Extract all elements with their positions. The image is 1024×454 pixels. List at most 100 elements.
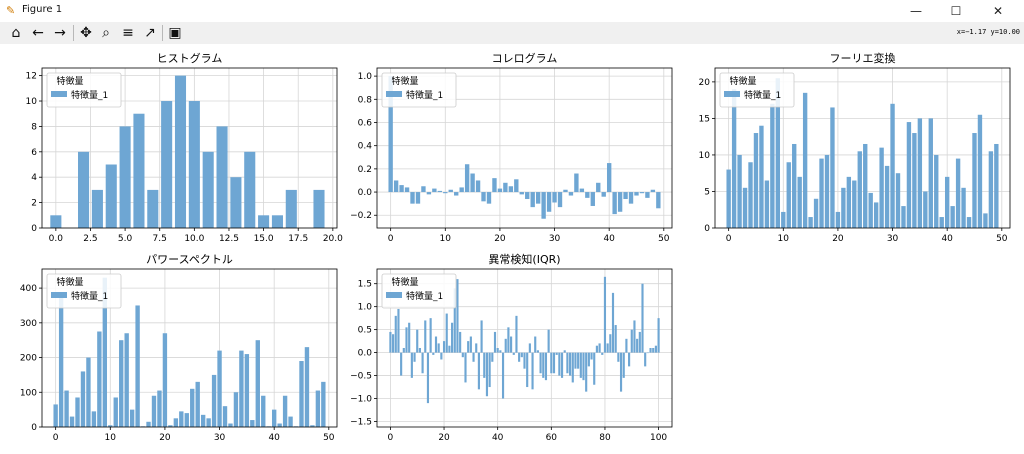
bar [255,340,260,427]
app-icon: ✎ [6,4,16,17]
bar [606,343,609,353]
bar [623,192,628,200]
bar [574,352,577,369]
toolbar-separator [73,25,74,41]
bar [558,352,561,376]
bar [271,215,283,228]
bar [519,192,524,195]
bar [759,125,764,228]
bar [233,392,239,427]
x-tick-label: 80 [599,433,611,443]
toolbar-separator [162,25,163,41]
bar [619,352,623,392]
x-tick-label: 40 [941,234,953,244]
bar [585,192,590,198]
forward-arrow-icon[interactable]: → [54,25,66,41]
bar [939,217,944,228]
x-tick-label: 40 [603,234,615,244]
bar [650,189,656,193]
bar [432,188,437,193]
bar [230,177,242,228]
back-arrow-icon[interactable]: ← [32,25,44,41]
bar [459,331,462,353]
pan-icon[interactable]: ✥ [80,25,92,41]
bar [392,334,395,353]
save-icon[interactable]: ▣ [168,25,182,41]
subplots-icon[interactable]: ≡ [122,25,134,41]
legend-box [381,273,457,309]
bar [413,352,416,362]
bar [250,420,255,427]
home-icon[interactable]: ⌂ [11,25,21,41]
bar [285,189,297,228]
axes-frame [714,67,1011,229]
x-tick-label: 0 [726,234,732,244]
bar [792,143,797,228]
bar [563,350,566,353]
bar [593,352,596,385]
close-button[interactable]: ✕ [992,4,1004,18]
y-tick-label: 0.8 [358,95,373,105]
bar [58,295,64,427]
bar [552,352,556,374]
bar [654,345,657,353]
bar [119,126,131,228]
bar [542,352,545,378]
bar [173,418,179,427]
bar [467,341,470,353]
x-tick-label: 17.5 [288,234,308,244]
bar [906,122,912,228]
bar [571,352,574,383]
bar [612,192,617,215]
bar [656,192,661,209]
bar [775,78,781,229]
maximize-button[interactable]: ☐ [950,4,962,18]
bar [190,388,195,427]
bar [928,118,933,228]
bar [432,352,435,355]
y-tick-label: −1.5 [350,417,372,427]
x-tick-label: 50 [658,234,670,244]
bar [168,425,173,427]
y-tick-label: 200 [20,354,37,364]
y-tick-label: 6 [31,148,37,158]
y-tick-label: 15 [699,114,710,124]
bar [299,361,304,427]
bar [469,336,472,353]
y-tick-label: 8 [31,122,37,132]
edit-axis-icon[interactable]: ↗ [144,25,156,41]
x-tick-label: 20 [832,234,844,244]
bar [86,357,91,427]
bar [202,151,214,228]
bar [641,283,644,353]
axes-frame [41,67,338,229]
bar [486,192,492,204]
bar [797,176,802,228]
bar [569,352,572,376]
bar [535,192,541,204]
x-tick-label: 10 [105,433,117,443]
chart-title: 異常検知(IQR) [488,252,560,266]
bar [464,352,467,383]
minimize-button[interactable]: — [910,4,922,18]
legend-label: 特徴量_1 [71,290,108,302]
bar [200,414,206,427]
figure: 0.0 2.5 5.0 7.5 10.0 12.5 15.0 17.5 20.0 0 2 4 6 8 10 1… [20,51,1011,443]
chart-title: フーリエ変換 [830,51,896,65]
axes-frame [376,268,673,428]
y-tick-label: 300 [20,319,37,329]
bar [614,325,617,353]
zoom-icon[interactable]: ⌕ [102,25,110,41]
bar [955,158,961,228]
bar [119,340,124,427]
bar [541,192,546,219]
bar [472,352,475,362]
bar [415,192,421,204]
bar [961,187,966,228]
bar [590,352,593,360]
bar [129,409,135,427]
legend-label: 特徴量_1 [406,89,443,101]
